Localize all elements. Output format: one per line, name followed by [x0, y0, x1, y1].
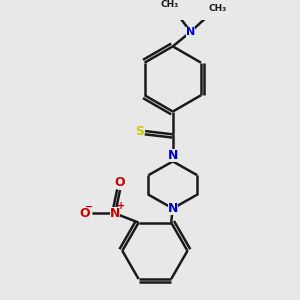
Text: CH₃: CH₃ — [160, 0, 179, 9]
Text: −: − — [85, 202, 93, 212]
Text: O: O — [80, 207, 91, 220]
Text: N: N — [186, 27, 195, 37]
Text: N: N — [168, 149, 178, 162]
Text: N: N — [168, 202, 178, 215]
Text: +: + — [117, 201, 125, 211]
Text: O: O — [115, 176, 125, 189]
Text: CH₃: CH₃ — [208, 4, 226, 14]
Text: N: N — [110, 207, 120, 220]
Text: S: S — [135, 124, 144, 138]
